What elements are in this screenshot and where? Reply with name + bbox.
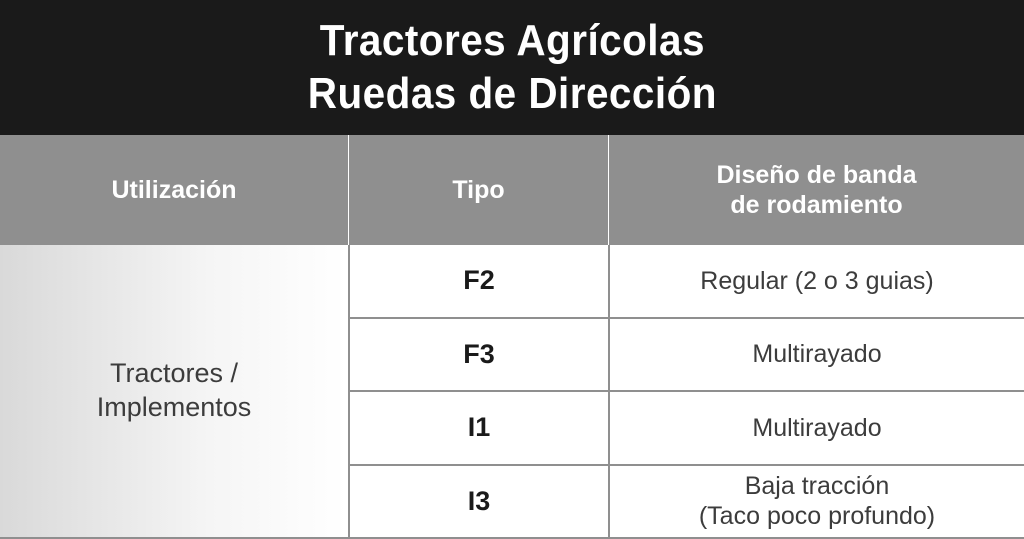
- cell-tipo: I1: [348, 392, 608, 464]
- cell-diseno: Multirayado: [608, 319, 1024, 391]
- table-row: F3 Multirayado: [348, 319, 1024, 393]
- cell-tipo: F2: [348, 245, 608, 317]
- group-label-cell: Tractores / Implementos: [0, 245, 348, 539]
- cell-tipo: F3: [348, 319, 608, 391]
- table-body: Tractores / Implementos F2 Regular (2 o …: [0, 245, 1024, 539]
- title-line-2: Ruedas de Dirección: [307, 68, 716, 121]
- title-bar: Tractores Agrícolas Ruedas de Dirección: [0, 0, 1024, 135]
- col-header-diseno: Diseño de banda de rodamiento: [608, 135, 1024, 245]
- table-header-row: Utilización Tipo Diseño de banda de roda…: [0, 135, 1024, 245]
- title-line-1: Tractores Agrícolas: [319, 15, 704, 68]
- table-row: I1 Multirayado: [348, 392, 1024, 466]
- table-row: F2 Regular (2 o 3 guias): [348, 245, 1024, 319]
- col-header-utilizacion: Utilización: [0, 135, 348, 245]
- cell-diseno: Regular (2 o 3 guias): [608, 245, 1024, 317]
- table-row: I3 Baja tracción (Taco poco profundo): [348, 466, 1024, 539]
- data-rows-container: F2 Regular (2 o 3 guias) F3 Multirayado …: [348, 245, 1024, 539]
- cell-tipo: I3: [348, 466, 608, 538]
- cell-diseno: Baja tracción (Taco poco profundo): [608, 466, 1024, 538]
- cell-diseno: Multirayado: [608, 392, 1024, 464]
- col-header-tipo: Tipo: [348, 135, 608, 245]
